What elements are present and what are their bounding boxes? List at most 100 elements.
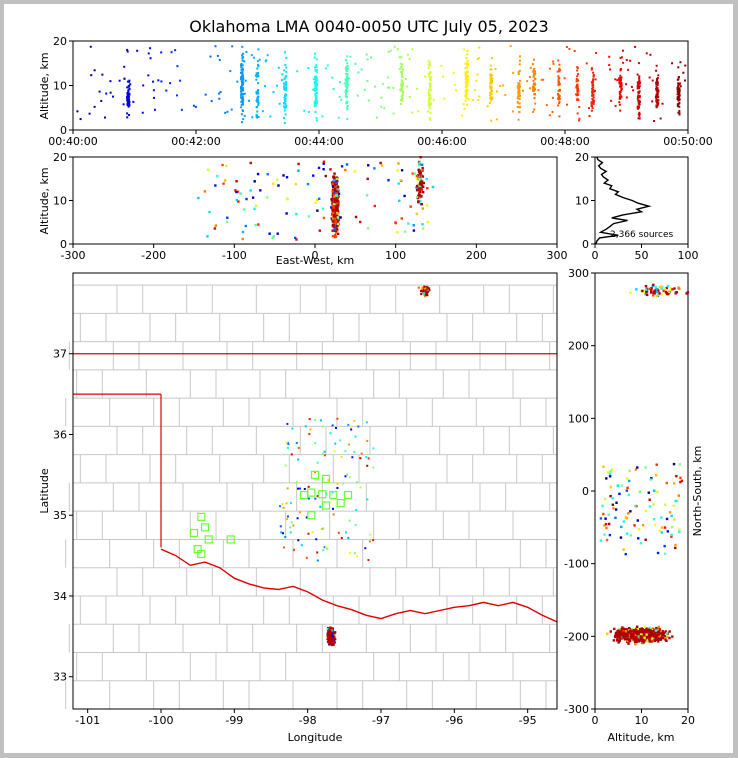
source-point [346, 473, 349, 476]
source-point [241, 100, 244, 103]
source-point [286, 515, 289, 518]
source-point [429, 94, 432, 97]
source-point [354, 215, 358, 219]
source-point [464, 62, 467, 65]
source-point [348, 443, 351, 446]
source-point [578, 117, 581, 120]
source-point [257, 104, 260, 107]
source-point [638, 639, 641, 642]
source-point [332, 513, 335, 516]
source-point [315, 102, 318, 105]
source-point [314, 111, 317, 114]
source-point [652, 503, 655, 506]
source-point [314, 90, 317, 93]
source-point [518, 94, 521, 97]
source-point [490, 79, 493, 82]
source-point [618, 101, 621, 104]
source-point [419, 156, 422, 159]
source-point [673, 518, 676, 521]
source-point [284, 93, 287, 96]
source-point [241, 64, 244, 67]
source-point [637, 537, 640, 540]
source-point [678, 83, 681, 86]
source-point [339, 439, 342, 442]
source-point [466, 59, 469, 62]
source-point [324, 67, 327, 70]
x-tick-label: -100 [222, 249, 247, 262]
source-point [401, 84, 404, 87]
source-point [336, 186, 340, 189]
source-point [312, 78, 315, 81]
source-point [625, 96, 628, 99]
source-point [533, 58, 536, 61]
source-point [637, 528, 641, 531]
source-point [617, 629, 620, 632]
source-point [657, 74, 660, 77]
source-point [429, 96, 432, 99]
source-point [472, 99, 475, 102]
source-point [332, 176, 335, 179]
source-point [614, 78, 617, 81]
source-point [685, 292, 688, 295]
source-point [660, 516, 663, 519]
source-point [330, 217, 333, 220]
source-point [356, 94, 359, 97]
source-point [342, 482, 345, 485]
source-point [345, 93, 348, 96]
source-point [421, 175, 425, 178]
source-point [519, 79, 522, 82]
source-point [576, 92, 579, 95]
source-point [239, 78, 242, 81]
source-point [614, 633, 617, 637]
source-point [401, 97, 404, 100]
source-point [590, 102, 593, 105]
source-point [638, 103, 641, 106]
source-point [401, 68, 404, 71]
source-point [576, 97, 579, 100]
source-point [668, 636, 671, 640]
source-point [400, 74, 403, 77]
source-point [400, 71, 403, 74]
source-point [442, 75, 445, 78]
source-point [265, 59, 268, 62]
source-point [266, 172, 269, 176]
source-point [638, 87, 641, 90]
source-point [100, 99, 103, 102]
source-point [331, 218, 334, 222]
source-point [665, 291, 668, 295]
time-height-axes: 00:40:00 00:42:00 00:44:00 00:46:00 00:48:00… [48, 35, 712, 148]
source-point [366, 440, 369, 443]
source-point [331, 190, 334, 193]
source-point [534, 70, 537, 73]
source-point [428, 94, 431, 97]
source-point [333, 195, 336, 198]
source-point [644, 284, 648, 288]
source-point [419, 176, 423, 179]
source-point [576, 69, 579, 72]
x-tick-label: 00:42:00 [171, 135, 220, 148]
source-point [648, 287, 652, 291]
source-point [279, 525, 282, 528]
source-point [628, 469, 631, 472]
source-point [491, 89, 494, 92]
source-point [132, 100, 135, 103]
source-point [612, 507, 615, 510]
source-point [366, 177, 369, 181]
source-point [394, 221, 398, 225]
source-point [297, 169, 300, 172]
source-point [401, 80, 404, 83]
source-point [657, 90, 660, 93]
source-point [425, 291, 428, 294]
source-point [665, 517, 669, 521]
source-point [552, 62, 555, 65]
x-tick-label: -101 [75, 714, 100, 727]
source-point [532, 70, 535, 73]
x-tick-label: -100 [149, 714, 174, 727]
source-point [279, 505, 282, 508]
source-point [338, 81, 341, 84]
source-point [241, 72, 244, 75]
source-point [638, 77, 641, 80]
source-point [300, 544, 303, 547]
ns-height-xlabel: Altitude, km [607, 731, 674, 744]
source-point [344, 475, 347, 478]
